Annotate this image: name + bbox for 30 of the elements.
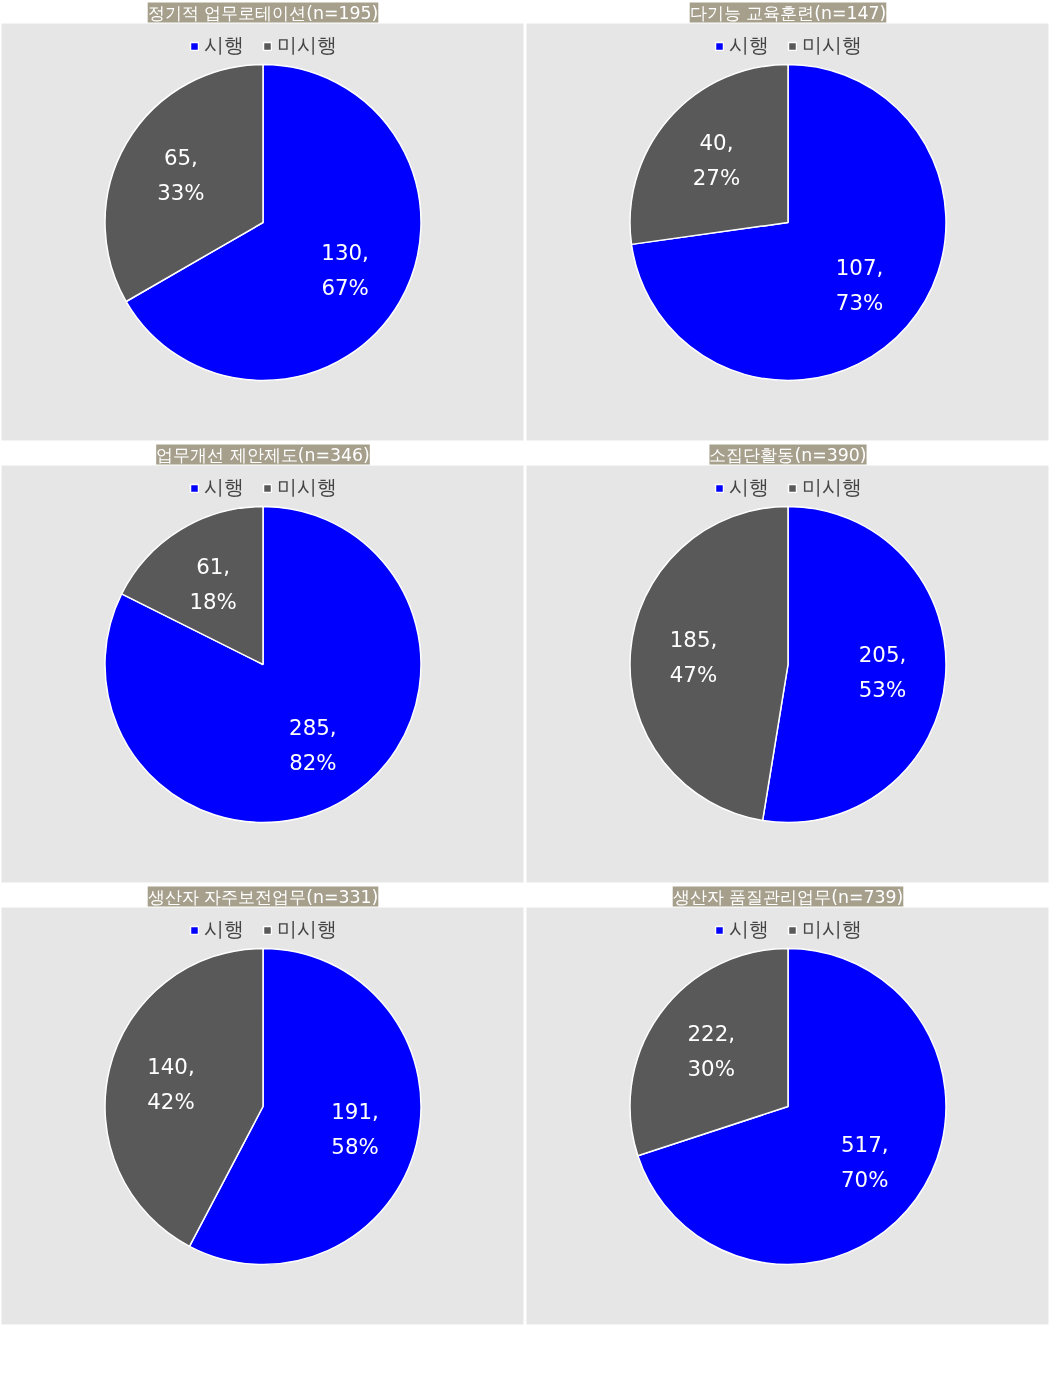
data-label: 61, 18% [189, 553, 237, 614]
data-label: 185, 47% [669, 626, 718, 687]
chart-title: 생산자 자주보전업무(n=331) [147, 886, 379, 907]
chart-title: 다기능 교육훈련(n=147) [689, 2, 887, 23]
legend-label: 미시행 [276, 32, 337, 59]
data-label: 191, 58% [331, 1099, 379, 1160]
legend-label: 미시행 [276, 916, 337, 943]
data-label: 107, 73% [835, 254, 884, 315]
legend-label: 시행 [203, 32, 244, 59]
chart-title: 생산자 품질관리업무(n=739) [672, 886, 904, 907]
legend-label: 미시행 [801, 32, 862, 59]
legend-label: 시행 [728, 916, 769, 943]
legend-label: 미시행 [801, 474, 862, 501]
legend-label: 미시행 [801, 916, 862, 943]
data-label: 205, 53% [858, 642, 907, 703]
legend-label: 시행 [728, 32, 769, 59]
data-label: 130, 67% [321, 239, 369, 300]
chart-title: 업무개선 제안제도(n=346) [156, 444, 370, 465]
legend-label: 미시행 [276, 474, 337, 501]
legend-label: 시행 [203, 916, 244, 943]
data-label: 517, 70% [841, 1132, 889, 1193]
chart-title: 소집단활동(n=390) [709, 444, 867, 465]
legend-label: 시행 [203, 474, 244, 501]
chart-title: 정기적 업무로테이션(n=195) [147, 2, 379, 23]
data-label: 65, 33% [157, 145, 205, 206]
data-label: 285, 82% [289, 715, 337, 776]
data-label: 40, 27% [692, 130, 741, 191]
legend-label: 시행 [728, 474, 769, 501]
data-label: 222, 30% [687, 1020, 735, 1081]
data-label: 140, 42% [147, 1053, 195, 1114]
